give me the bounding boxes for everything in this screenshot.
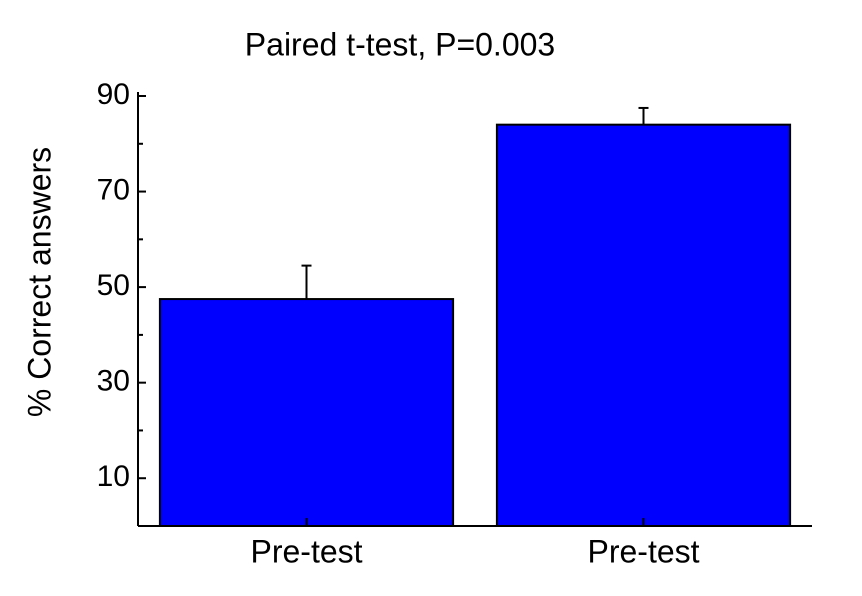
y-axis-label: % Correct answers xyxy=(21,147,57,417)
x-tick-label: Pre-test xyxy=(587,533,699,569)
y-tick-label: 30 xyxy=(97,365,130,398)
y-tick-label: 50 xyxy=(97,269,130,302)
y-tick-label: 70 xyxy=(97,173,130,206)
chart-title: Paired t-test, P=0.003 xyxy=(245,26,555,62)
y-tick-label: 10 xyxy=(97,460,130,493)
bar xyxy=(158,298,455,527)
y-tick-label: 90 xyxy=(97,78,130,111)
bar xyxy=(495,123,792,528)
x-tick-label: Pre-test xyxy=(250,533,362,569)
